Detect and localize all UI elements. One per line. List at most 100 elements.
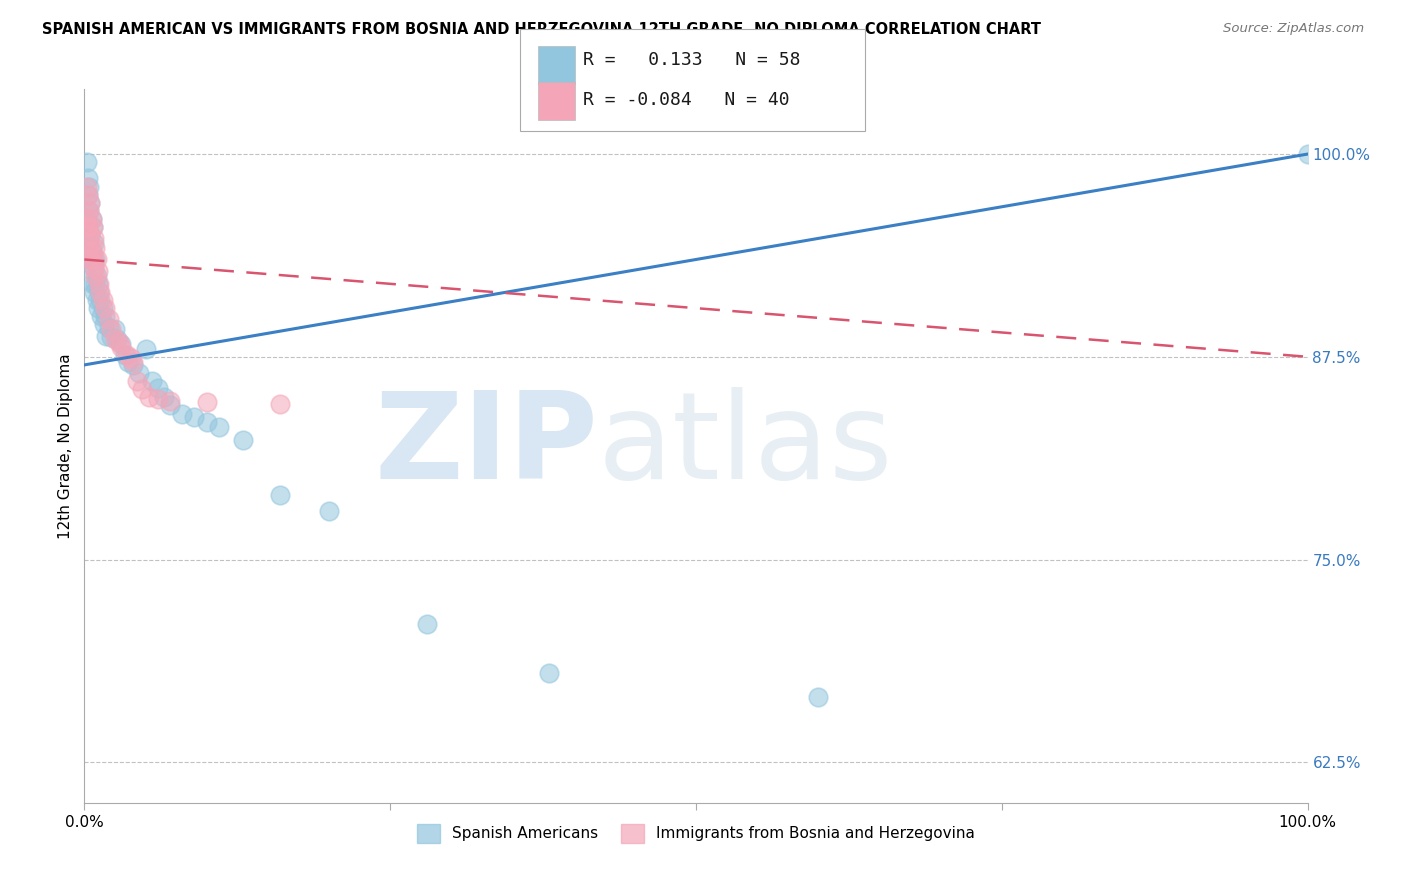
Point <box>84 277 107 291</box>
Text: R = -0.084   N = 40: R = -0.084 N = 40 <box>583 91 790 109</box>
Point <box>87 277 110 291</box>
Point <box>91 301 114 315</box>
Point <box>75 211 97 226</box>
Point <box>77 187 100 202</box>
Text: Source: ZipAtlas.com: Source: ZipAtlas.com <box>1223 22 1364 36</box>
Point <box>86 293 108 307</box>
Point <box>107 335 129 350</box>
Point <box>195 415 218 429</box>
Point <box>79 228 101 243</box>
Point <box>77 203 100 218</box>
Point <box>87 264 110 278</box>
Text: SPANISH AMERICAN VS IMMIGRANTS FROM BOSNIA AND HERZEGOVINA 12TH GRADE, NO DIPLOM: SPANISH AMERICAN VS IMMIGRANTS FROM BOSN… <box>42 22 1042 37</box>
Point <box>104 332 127 346</box>
Point <box>120 351 142 366</box>
Point <box>79 228 101 243</box>
Point <box>83 285 105 299</box>
Point <box>79 195 101 210</box>
Point <box>208 419 231 434</box>
Point <box>100 322 122 336</box>
Point <box>80 244 103 259</box>
Point <box>110 340 132 354</box>
Point <box>86 252 108 267</box>
Point <box>318 504 340 518</box>
Point <box>96 328 118 343</box>
Point <box>97 312 120 326</box>
Point <box>91 293 114 307</box>
Point <box>416 617 439 632</box>
Point <box>80 211 103 226</box>
Point <box>77 179 100 194</box>
Point <box>122 358 145 372</box>
Point <box>84 241 107 255</box>
Point <box>94 310 117 324</box>
Point <box>115 348 138 362</box>
Point <box>80 244 103 259</box>
Point <box>538 666 561 681</box>
Point <box>76 220 98 235</box>
Point <box>269 397 291 411</box>
Point <box>183 409 205 424</box>
Point <box>77 171 100 186</box>
Point <box>232 433 254 447</box>
Point <box>138 390 160 404</box>
Point <box>82 220 104 235</box>
Text: R =   0.133   N = 58: R = 0.133 N = 58 <box>583 51 801 69</box>
Point <box>83 260 105 275</box>
Point <box>82 252 104 267</box>
Point <box>1296 147 1319 161</box>
Point <box>93 318 115 332</box>
Point <box>77 236 100 251</box>
Point <box>97 320 120 334</box>
Point <box>146 381 169 395</box>
Point <box>79 252 101 267</box>
Point <box>77 187 100 202</box>
Point <box>104 322 127 336</box>
Point <box>75 260 97 275</box>
Point <box>79 195 101 210</box>
Point <box>87 285 110 299</box>
Point <box>77 220 100 235</box>
Point <box>114 348 136 362</box>
Point <box>117 354 139 368</box>
Point <box>83 236 105 251</box>
Point <box>128 366 150 380</box>
Point <box>82 220 104 235</box>
Point <box>90 310 112 324</box>
Text: ZIP: ZIP <box>374 387 598 505</box>
Point <box>80 211 103 226</box>
Point <box>94 301 117 315</box>
Point <box>77 244 100 259</box>
Point <box>122 354 145 368</box>
Point <box>141 374 163 388</box>
Point <box>83 260 105 275</box>
Point <box>105 332 128 346</box>
Point <box>125 374 148 388</box>
Point <box>87 277 110 291</box>
Point <box>77 236 100 251</box>
Point <box>135 342 157 356</box>
Text: atlas: atlas <box>598 387 894 505</box>
Point <box>82 252 104 267</box>
Point <box>269 488 291 502</box>
Point <box>89 293 111 307</box>
Legend: Spanish Americans, Immigrants from Bosnia and Herzegovina: Spanish Americans, Immigrants from Bosni… <box>411 818 981 848</box>
Point <box>131 382 153 396</box>
Point <box>146 392 169 406</box>
Point <box>159 399 181 413</box>
Point <box>77 220 100 235</box>
Point <box>172 407 194 421</box>
Point <box>84 252 107 267</box>
Point <box>87 301 110 315</box>
Point <box>83 231 105 245</box>
Point <box>84 268 107 283</box>
Point <box>195 395 218 409</box>
Point <box>76 179 98 194</box>
Point <box>159 393 181 408</box>
Y-axis label: 12th Grade, No Diploma: 12th Grade, No Diploma <box>58 353 73 539</box>
Point <box>807 690 830 705</box>
Point <box>153 390 176 404</box>
Point <box>79 252 101 267</box>
Point <box>76 155 98 169</box>
Point <box>76 211 98 226</box>
